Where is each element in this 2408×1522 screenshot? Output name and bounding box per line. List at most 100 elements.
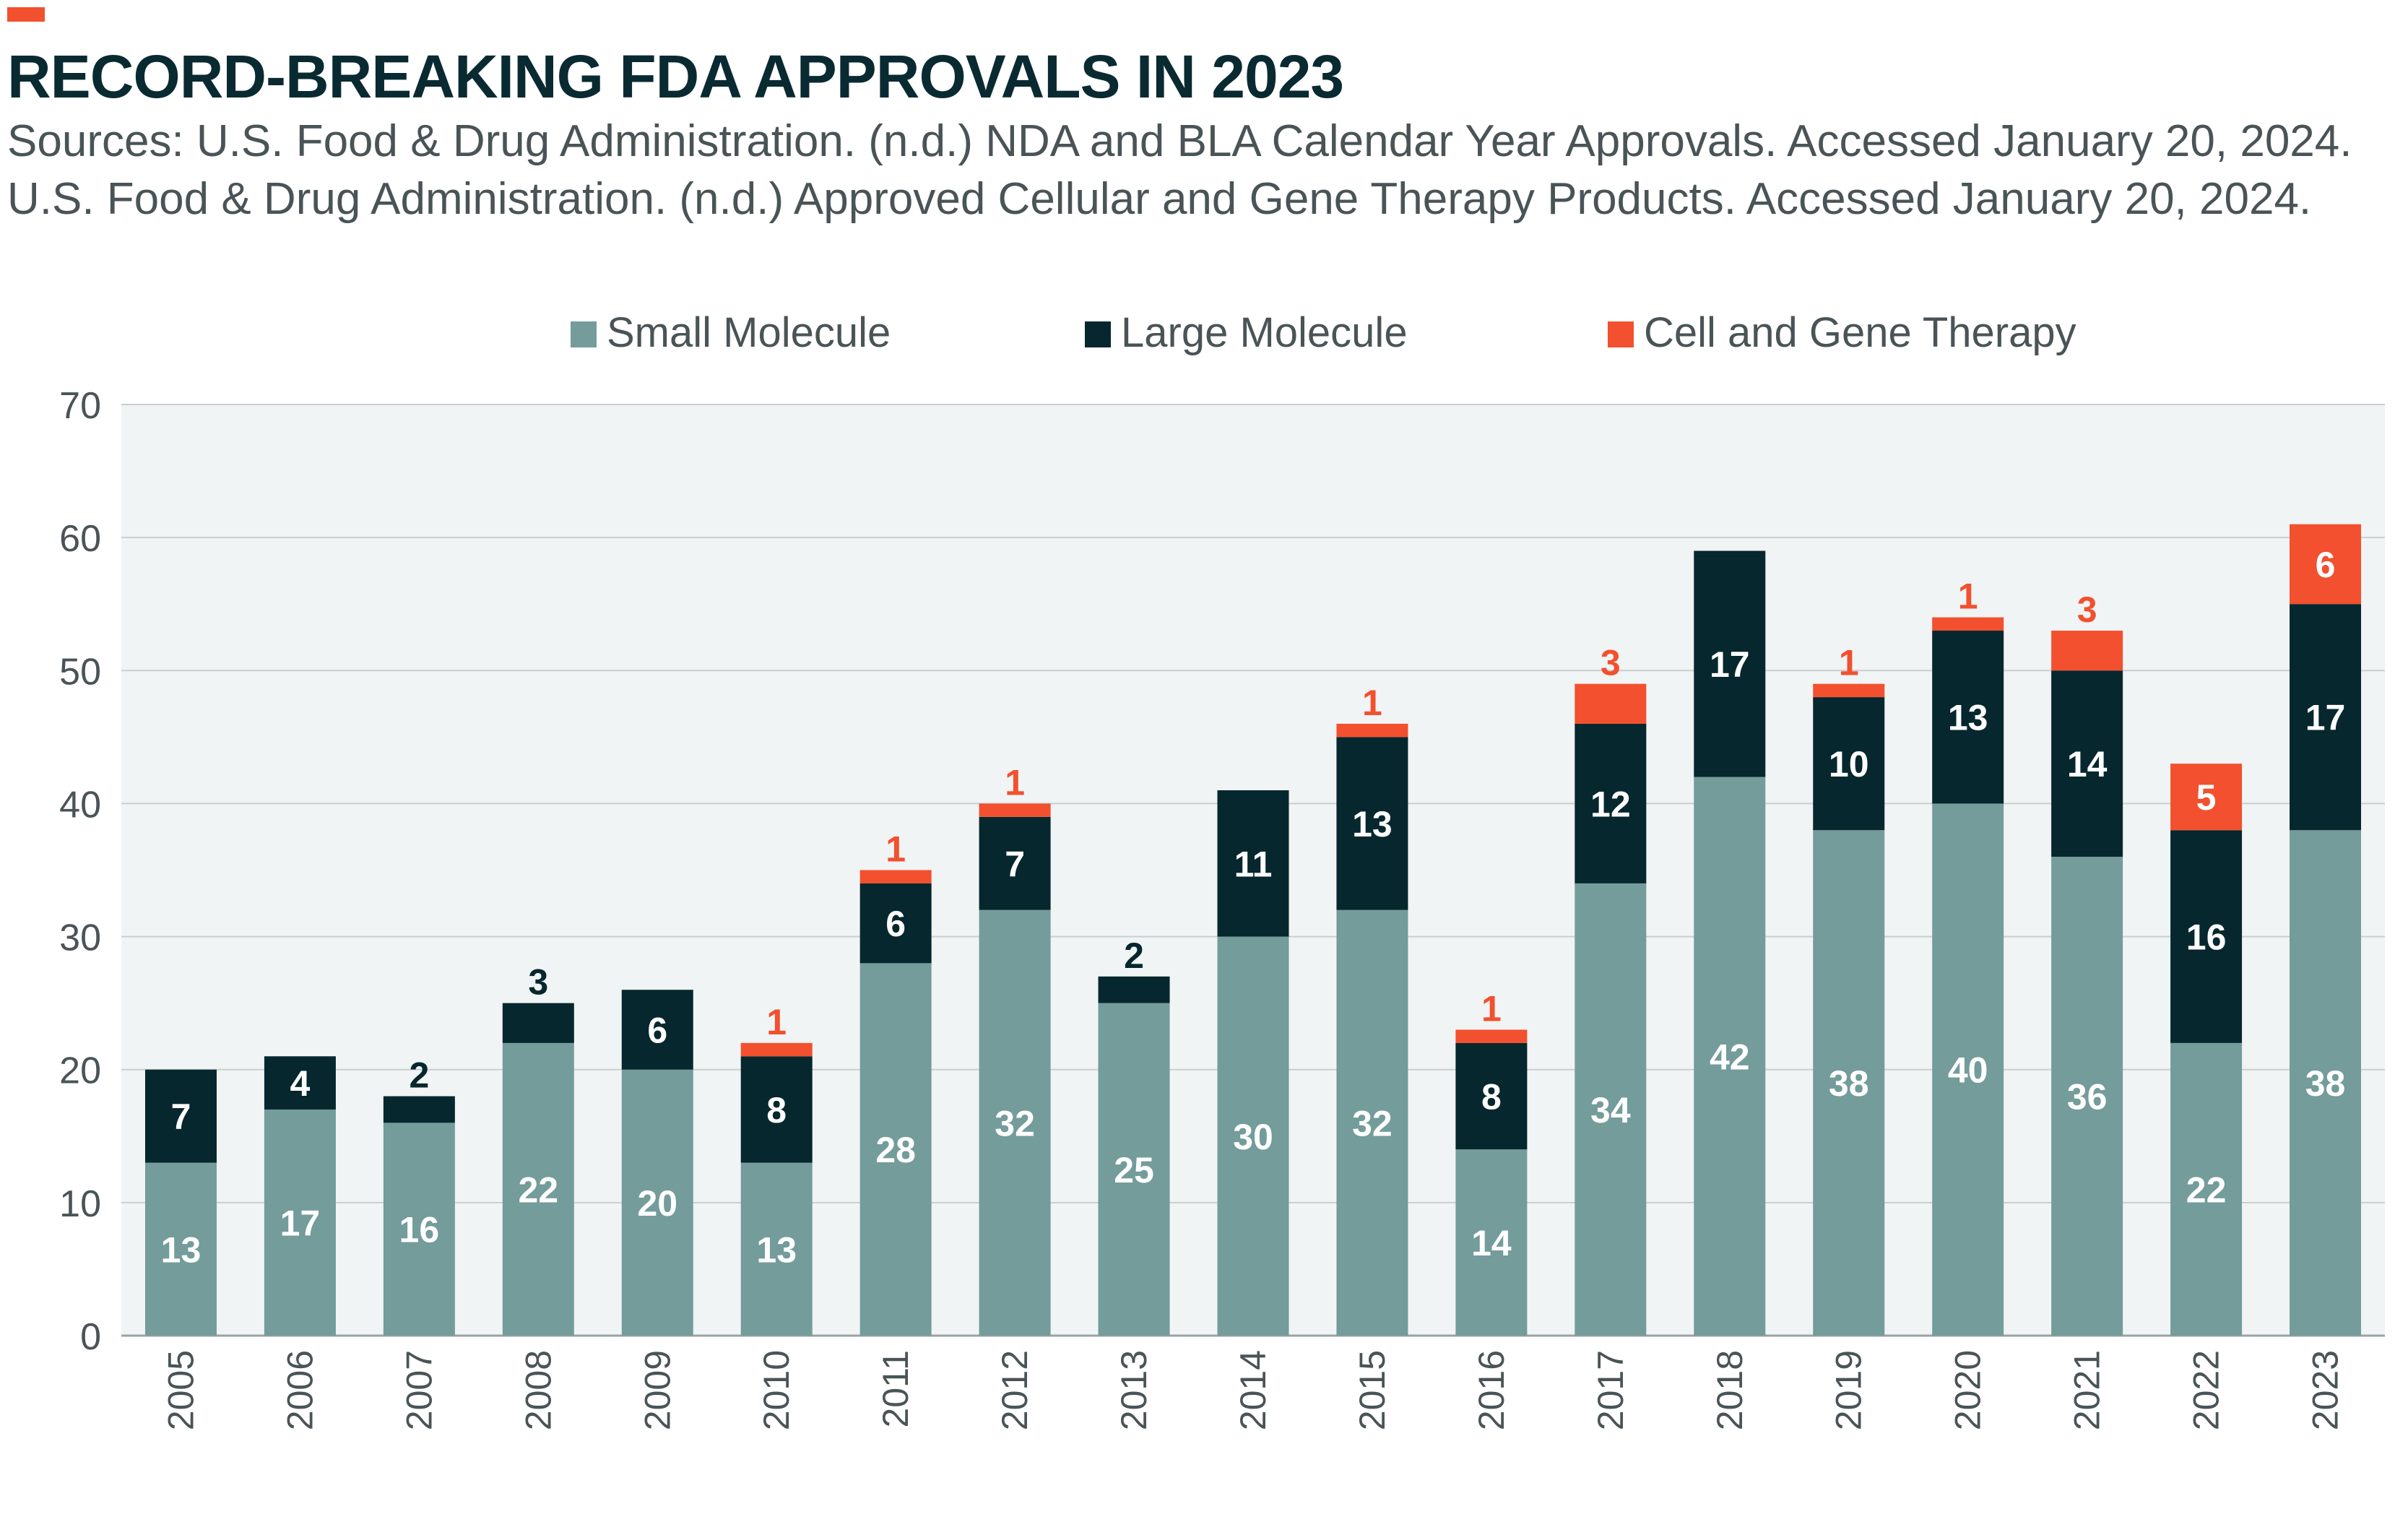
x-tick-label: 2012: [995, 1350, 1035, 1430]
x-tick-label: 2010: [756, 1350, 797, 1430]
bar-segment: [1098, 1003, 1170, 1336]
x-tick-label: 2019: [1829, 1350, 1869, 1430]
data-label: 1: [1005, 762, 1025, 803]
bar-segment: [2051, 857, 2123, 1336]
data-label: 38: [2305, 1063, 2346, 1104]
data-label: 8: [766, 1090, 787, 1130]
data-label: 1: [1839, 643, 1859, 683]
bar-segment: [1217, 936, 1289, 1336]
x-tick-label: 2005: [160, 1350, 201, 1430]
legend-label: Small Molecule: [607, 309, 891, 356]
y-tick-label: 70: [59, 385, 101, 427]
bar-segment: [1336, 737, 1408, 910]
data-label: 13: [161, 1229, 202, 1270]
bar-segment: [1575, 883, 1647, 1336]
x-tick-label: 2017: [1590, 1350, 1631, 1430]
y-axis: 0 10 20 30 40 50 60 70: [59, 385, 2385, 1358]
bar-segment: [1694, 777, 1766, 1336]
data-label: 8: [1481, 1077, 1502, 1117]
bar-segment: [621, 1069, 693, 1336]
data-label: 32: [995, 1103, 1035, 1143]
x-tick-label: 2023: [2305, 1350, 2346, 1430]
data-label: 13: [1352, 804, 1393, 844]
bar-segment: [264, 1109, 336, 1336]
bar-segment: [2170, 764, 2243, 831]
bar-segment: [144, 1162, 217, 1336]
bar-segment: [979, 816, 1051, 910]
accent-bar: [7, 7, 45, 22]
data-label: 22: [2186, 1169, 2227, 1210]
y-tick-label: 10: [59, 1183, 101, 1225]
source-line-1: Sources: U.S. Food & Drug Administration…: [7, 116, 2352, 166]
chart-title: RECORD-BREAKING FDA APPROVALS IN 2023: [7, 43, 1344, 111]
x-tick-label: 2013: [1114, 1350, 1154, 1430]
legend-label: Cell and Gene Therapy: [1644, 309, 2076, 356]
bar-segment: [1336, 909, 1408, 1336]
data-label: 6: [885, 904, 906, 944]
bar-segment: [1813, 683, 1885, 698]
data-label: 6: [647, 1010, 667, 1050]
data-label: 5: [2196, 777, 2217, 818]
legend: Small Molecule Large Molecule Cell and Gen…: [571, 309, 2076, 356]
x-tick-label: 2009: [637, 1350, 677, 1430]
bar-segment: [859, 963, 932, 1336]
data-label: 20: [637, 1183, 677, 1224]
bar-segment: [1455, 1149, 1528, 1336]
data-label: 13: [756, 1229, 797, 1270]
x-tick-label: 2008: [518, 1350, 558, 1430]
data-label: 2: [1124, 935, 1144, 976]
data-label: 10: [1829, 744, 1869, 784]
data-label: 38: [1829, 1063, 1869, 1104]
bar-segment: [2290, 604, 2362, 831]
x-tick-label: 2011: [875, 1350, 916, 1428]
bar-segment: [2051, 631, 2123, 671]
bar-segment: [502, 1003, 574, 1043]
bar-segment: [1455, 1042, 1528, 1150]
data-label: 6: [2316, 545, 2336, 585]
y-tick-label: 20: [59, 1050, 101, 1092]
bar-segment: [979, 803, 1051, 817]
data-label: 17: [1710, 644, 1750, 685]
bar-segment: [1932, 631, 2004, 804]
data-label: 1: [1481, 988, 1502, 1029]
x-axis: 2005 2006 2007 2008 2009 2010 2011 2012 2013 2014…: [160, 1350, 2345, 1430]
x-tick-label: 2022: [2186, 1350, 2227, 1430]
bar-segment: [1336, 723, 1408, 738]
data-label: 14: [1471, 1223, 1512, 1263]
y-tick-label: 40: [59, 784, 101, 826]
data-label: 11: [1234, 844, 1273, 884]
x-tick-label: 2018: [1710, 1350, 1750, 1430]
bar-segment: [1098, 976, 1170, 1003]
bar-segment: [2290, 524, 2362, 605]
data-label: 16: [399, 1210, 440, 1250]
legend-swatch: [571, 321, 597, 347]
legend-swatch: [1608, 321, 1634, 347]
bar-segment: [1813, 697, 1885, 831]
data-label: 42: [1710, 1037, 1750, 1077]
data-label: 3: [1601, 643, 1621, 683]
data-label: 17: [2305, 698, 2346, 738]
data-label: 14: [2067, 744, 2108, 784]
data-label: 32: [1352, 1103, 1393, 1143]
x-tick-label: 2016: [1471, 1350, 1512, 1430]
bar-segment: [1694, 550, 1766, 777]
bar-segment: [1575, 683, 1647, 724]
x-tick-label: 2021: [2067, 1350, 2108, 1430]
y-tick-label: 30: [59, 917, 101, 959]
data-label: 36: [2067, 1077, 2108, 1117]
y-tick-label: 0: [80, 1316, 101, 1358]
bar-segment: [740, 1162, 813, 1336]
data-label: 30: [1233, 1117, 1273, 1157]
data-label: 40: [1948, 1050, 1988, 1091]
data-label: 12: [1590, 784, 1631, 824]
bar-segment: [2170, 1042, 2243, 1336]
legend-swatch: [1085, 321, 1111, 347]
bar-segment: [740, 1056, 813, 1163]
x-tick-label: 2007: [399, 1350, 439, 1430]
data-label: 7: [1005, 844, 1025, 884]
data-label: 1: [885, 829, 906, 870]
bar-segment: [1575, 723, 1647, 883]
bar-segment: [1932, 803, 2004, 1336]
source-line-2: U.S. Food & Drug Administration. (n.d.) …: [7, 174, 2312, 224]
data-label: 34: [1590, 1090, 1631, 1130]
